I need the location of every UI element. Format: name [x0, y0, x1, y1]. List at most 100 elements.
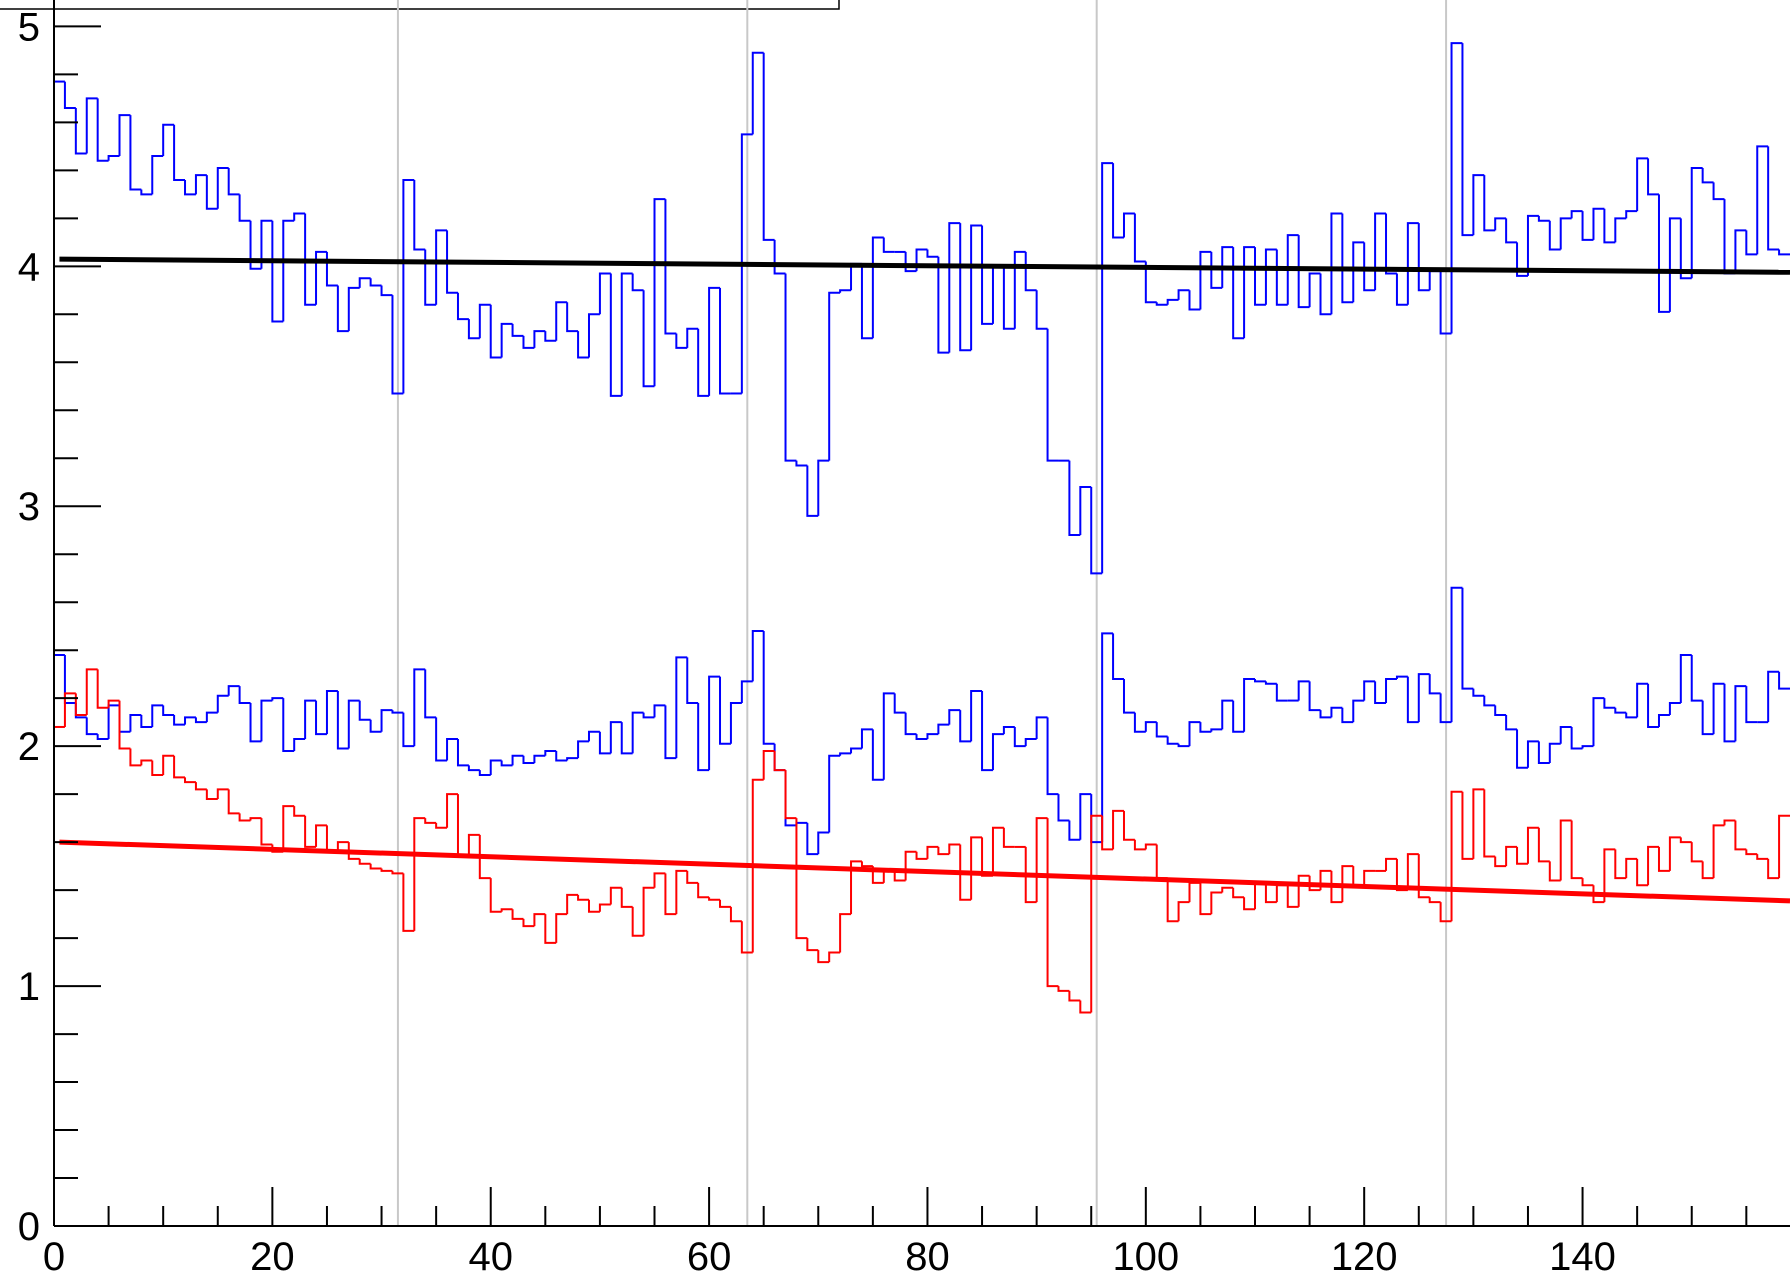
histogram-bin: [205, 711, 218, 723]
histogram-bin: [773, 239, 786, 275]
histogram-bin: [456, 292, 469, 321]
histogram-bin: [1526, 826, 1539, 864]
histogram-bin: [806, 822, 819, 856]
histogram-bin: [1516, 846, 1528, 865]
histogram-bin: [839, 913, 852, 953]
histogram-bin: [1701, 861, 1714, 880]
histogram-bin: [118, 700, 131, 750]
histogram-bin: [598, 731, 611, 755]
histogram-bin: [959, 710, 972, 743]
histogram-bin: [260, 219, 273, 269]
histogram-bin: [107, 154, 120, 161]
histogram-bin: [708, 286, 721, 396]
histogram-bin: [435, 822, 448, 829]
legend-box: [0, 0, 840, 10]
histogram-bin: [1657, 194, 1670, 313]
y-tick-label: 4: [18, 245, 40, 289]
histogram-bin: [708, 897, 721, 901]
histogram-bin: [620, 887, 633, 908]
histogram-bin: [1461, 791, 1474, 860]
histogram-bin: [1395, 273, 1408, 306]
histogram-bin: [653, 704, 666, 718]
histogram-bin: [1472, 174, 1485, 236]
histogram-bin: [1166, 298, 1179, 305]
histogram-bin: [751, 629, 764, 682]
histogram-bin: [402, 873, 415, 932]
histogram-bin: [1417, 854, 1430, 899]
histogram-bin: [1068, 820, 1081, 841]
histogram-bin: [1745, 686, 1758, 724]
histogram-bin: [817, 831, 830, 855]
histogram-bin: [173, 714, 186, 726]
histogram-bin: [970, 224, 983, 351]
histogram-bin: [1505, 845, 1518, 867]
histogram-bin: [1275, 683, 1288, 702]
histogram-bin: [762, 749, 775, 780]
histogram-bin: [1188, 290, 1201, 311]
histogram-bin: [1745, 849, 1758, 856]
histogram-bin: [358, 858, 371, 865]
histogram-bin: [1603, 848, 1616, 903]
histogram-bin: [1068, 990, 1081, 1002]
histogram-bin: [107, 699, 120, 708]
histogram-bin: [1559, 819, 1572, 881]
histogram-bin: [96, 669, 109, 709]
histogram-bin: [511, 754, 524, 766]
histogram-bin: [1614, 217, 1627, 243]
histogram-bin: [194, 717, 207, 724]
histogram-bin: [1767, 670, 1780, 723]
histogram-bin: [729, 701, 742, 744]
histogram-bin: [1406, 853, 1419, 891]
histogram-bin: [1636, 157, 1649, 212]
histogram-bin: [1035, 290, 1048, 330]
histogram-bin: [1101, 815, 1114, 851]
histogram-bin: [664, 199, 677, 335]
histogram-bin: [271, 220, 284, 323]
histogram-bin: [522, 755, 535, 764]
histogram-bin: [304, 213, 317, 306]
histogram-bin: [577, 740, 589, 759]
histogram-bin: [1559, 217, 1572, 250]
x-tick-label: 140: [1549, 1235, 1616, 1278]
histogram-bin: [336, 690, 349, 750]
y-tick-label: 2: [18, 725, 40, 769]
histogram-bin: [926, 249, 939, 258]
histogram-bin: [544, 749, 557, 756]
histogram-bin: [1177, 289, 1190, 300]
histogram-bin: [1330, 870, 1343, 904]
histogram-bin: [140, 759, 153, 766]
histogram-bin: [1264, 681, 1277, 685]
histogram-bin: [1363, 869, 1376, 886]
histogram-bin: [271, 697, 284, 701]
histogram-bin: [238, 813, 251, 822]
histogram-bin: [1537, 827, 1550, 863]
histogram-bin: [1712, 824, 1725, 879]
histogram-bin: [96, 98, 109, 162]
y-tick-label: 0: [18, 1205, 40, 1249]
histogram-bin: [1002, 266, 1015, 330]
histogram-bin: [642, 886, 655, 936]
histogram-bin: [315, 250, 327, 305]
histogram-bin: [1363, 242, 1376, 292]
histogram-bin: [184, 716, 196, 725]
histogram-bin: [926, 845, 939, 859]
histogram-bin: [1101, 162, 1114, 574]
histogram-bin: [981, 225, 993, 325]
histogram-bin: [566, 893, 579, 915]
histogram-bin: [664, 873, 677, 916]
histogram-bin: [555, 750, 568, 762]
histogram-bin: [1221, 886, 1234, 893]
histogram-bin: [937, 723, 950, 735]
histogram-bin: [675, 869, 688, 915]
histogram-bin: [380, 709, 393, 732]
histogram-bin: [478, 303, 491, 339]
histogram-bin: [1690, 654, 1703, 702]
histogram-bin: [500, 322, 513, 358]
histogram-bin: [1505, 218, 1518, 244]
histogram-bin: [129, 115, 142, 191]
histogram-bin: [446, 793, 458, 828]
histogram-bin: [1690, 842, 1703, 863]
histogram-bin: [959, 844, 972, 901]
histogram-bin: [227, 167, 240, 196]
histogram-bin: [216, 788, 229, 799]
